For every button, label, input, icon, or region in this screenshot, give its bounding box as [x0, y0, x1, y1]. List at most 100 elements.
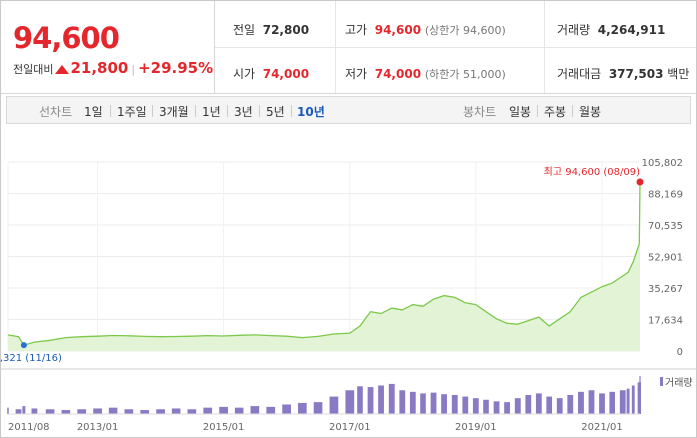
- volume-bar: [266, 406, 276, 414]
- volume-bar: [567, 395, 574, 414]
- change-divider: |: [131, 63, 136, 76]
- tab-divider: [537, 105, 538, 117]
- volume-bar: [31, 408, 38, 414]
- volume-bar: [525, 395, 532, 414]
- volume-bar: [637, 382, 641, 414]
- volume-value: 4,264,911: [597, 23, 666, 37]
- volume-bar: [282, 404, 291, 414]
- volume-bar: [588, 390, 595, 414]
- price-line: [7, 181, 641, 346]
- tab-1w[interactable]: 1주일: [117, 105, 147, 119]
- tab-divider: [291, 105, 292, 117]
- period-tabs: 선차트 1일 1주일 3개월 1년 3년 5년 10년 봉차트 일봉 주봉 월봉: [6, 96, 691, 124]
- volume-bar: [313, 402, 323, 414]
- volume-bar: [140, 410, 150, 414]
- volume-bar: [378, 385, 384, 414]
- high-annotation: 최고 94,600 (08/09): [544, 166, 640, 178]
- volume-bar: [388, 383, 395, 414]
- tab-5y[interactable]: 5년: [266, 105, 285, 119]
- volume-bar: [472, 398, 479, 414]
- volume-bar: [399, 390, 406, 414]
- volume-bar: [77, 409, 87, 414]
- volume-bar: [298, 402, 307, 414]
- tab-divider: [152, 105, 153, 117]
- high-cell: 고가 94,600 (상한가 94,600): [345, 21, 506, 38]
- volume-bar: [171, 408, 181, 414]
- volume-bar: [639, 376, 641, 414]
- volume-bar: [93, 408, 102, 414]
- tab-daily[interactable]: 일봉: [509, 105, 532, 119]
- y-tick-label: 52,901: [648, 253, 683, 264]
- volume-bar: [409, 391, 416, 414]
- lower-limit: (하한가 51,000): [424, 68, 506, 81]
- volume-legend-swatch: [660, 377, 663, 386]
- volume-bar: [430, 392, 437, 414]
- volume-bar: [626, 388, 630, 414]
- tab-10y[interactable]: 10년: [297, 105, 325, 119]
- prev-close-value: 72,800: [262, 23, 310, 37]
- volume-bar: [108, 407, 118, 414]
- volume-bar: [451, 395, 458, 414]
- tab-weekly[interactable]: 주봉: [544, 105, 567, 119]
- volume-bar: [535, 393, 542, 414]
- volume-bar: [619, 390, 626, 414]
- price-area: [8, 182, 640, 351]
- volume-bar: [493, 401, 500, 414]
- volume-legend-label: 거래량: [665, 377, 693, 389]
- volume-bar: [124, 409, 134, 414]
- volume-bar: [441, 394, 447, 414]
- y-tick-label: 105,802: [642, 158, 683, 169]
- volume-bar: [156, 409, 165, 414]
- volume-bar: [357, 386, 363, 414]
- tab-3y[interactable]: 3년: [234, 105, 253, 119]
- volume-bar: [250, 406, 260, 414]
- volume-bar: [504, 402, 510, 414]
- y-tick-label: 35,267: [648, 284, 683, 295]
- y-tick-label: 70,535: [648, 221, 683, 232]
- change-row: 전일대비 21,800 | +29.95%: [13, 59, 213, 77]
- volume-bar: [514, 398, 521, 414]
- volume-cell: 거래량 4,264,911: [557, 21, 665, 38]
- prev-close-cell: 전일 72,800: [233, 21, 309, 38]
- amount-value: 377,503: [608, 67, 664, 81]
- volume-bar: [345, 390, 355, 414]
- x-tick-label: 2017/01: [329, 422, 371, 433]
- tab-1y[interactable]: 1년: [202, 105, 221, 119]
- amount-label: 거래대금: [557, 67, 602, 81]
- line-chart-label: 선차트: [39, 105, 73, 119]
- volume-bar: [329, 396, 339, 414]
- tab-3m[interactable]: 3개월: [159, 105, 189, 119]
- up-arrow-icon: [55, 65, 70, 74]
- y-tick-label: 88,169: [648, 190, 683, 201]
- volume-bar: [420, 393, 426, 414]
- volume-bar: [631, 385, 635, 414]
- change-value: 21,800: [70, 59, 129, 77]
- tab-divider: [572, 105, 573, 117]
- volume-bar: [367, 387, 374, 414]
- volume-bar: [203, 407, 213, 414]
- volume-label: 거래량: [557, 23, 591, 37]
- volume-bar: [609, 391, 616, 414]
- low-marker: [20, 342, 27, 349]
- open-cell: 시가 74,000: [233, 65, 309, 82]
- change-percent: +29.95%: [138, 59, 214, 77]
- quote-panel: 94,600 전일대비 21,800 | +29.95% 전일 72,800 고가 9…: [1, 1, 696, 94]
- volume-bar: [7, 407, 9, 414]
- tab-1d[interactable]: 1일: [84, 105, 103, 119]
- tab-divider: [227, 105, 228, 117]
- volume-bar: [578, 391, 584, 414]
- open-label: 시가: [233, 67, 256, 81]
- x-tick-label: 2021/01: [581, 422, 623, 433]
- low-cell: 저가 74,000 (하한가 51,000): [345, 65, 506, 82]
- volume-bar: [462, 396, 469, 414]
- current-price: 94,600: [13, 21, 120, 55]
- row-divider: [215, 47, 696, 48]
- tab-monthly[interactable]: 월봉: [579, 105, 602, 119]
- upper-limit: (상한가 94,600): [424, 24, 506, 37]
- y-tick-label: 0: [677, 347, 683, 358]
- amount-unit: 백만: [667, 67, 690, 81]
- low-value: 74,000: [374, 67, 422, 81]
- volume-bar: [45, 409, 55, 414]
- tab-divider: [195, 105, 196, 117]
